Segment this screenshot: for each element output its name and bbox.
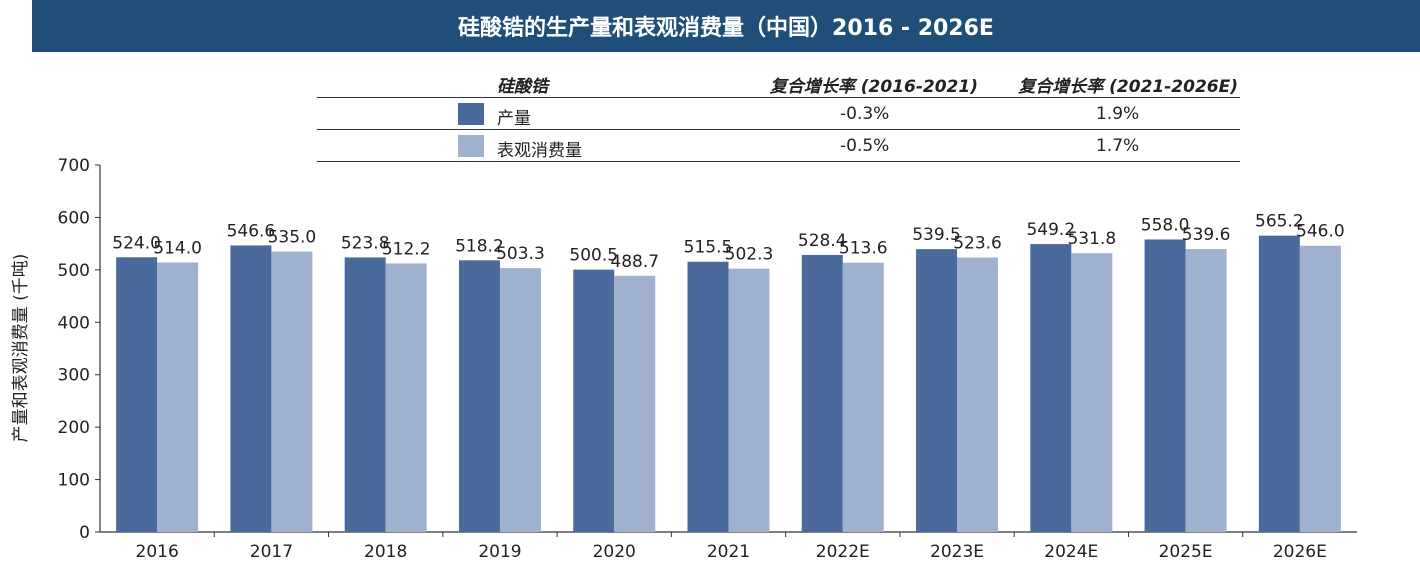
data-label-production: 523.8	[341, 233, 390, 253]
y-tick-label: 300	[58, 366, 90, 386]
legend-divider	[317, 97, 1240, 98]
legend-header-cagr2: 复合增长率 (2021-2026E)	[1018, 77, 1238, 97]
data-label-consumption: 513.6	[839, 239, 888, 259]
y-tick-label: 100	[58, 471, 90, 491]
data-label-production: 539.5	[912, 225, 961, 245]
data-label-consumption: 523.6	[953, 233, 1002, 253]
y-tick-label: 700	[58, 156, 90, 176]
bar-production	[687, 261, 729, 532]
y-tick-label: 500	[58, 261, 90, 281]
data-label-production: 549.2	[1026, 220, 1075, 240]
bar-consumption	[499, 268, 541, 532]
x-tick-label: 2018	[364, 542, 407, 562]
data-label-consumption: 546.0	[1296, 222, 1345, 242]
legend-swatch-production	[458, 103, 484, 125]
data-label-consumption: 502.3	[725, 245, 774, 265]
bar-consumption	[157, 262, 199, 532]
data-label-consumption: 512.2	[382, 239, 431, 259]
bar-consumption	[1071, 253, 1113, 532]
data-label-production: 524.0	[112, 233, 161, 253]
data-label-consumption: 514.0	[153, 239, 202, 259]
bar-consumption	[385, 263, 427, 532]
x-tick-label: 2024E	[1044, 542, 1098, 562]
data-label-consumption: 488.7	[610, 252, 659, 272]
bar-consumption	[728, 268, 770, 532]
legend-divider	[317, 161, 1240, 162]
bar-production	[801, 254, 843, 533]
legend-header-label: 硅酸锆	[497, 77, 548, 97]
bar-consumption	[271, 251, 313, 532]
bar-production	[344, 257, 386, 532]
x-tick-label: 2021	[707, 542, 750, 562]
data-label-production: 558.0	[1141, 215, 1190, 235]
y-tick-label: 600	[58, 208, 90, 228]
bar-production	[230, 245, 272, 533]
bar-consumption	[1299, 245, 1341, 533]
x-tick-label: 2026E	[1273, 542, 1327, 562]
data-label-production: 565.2	[1255, 212, 1304, 232]
bar-consumption	[842, 262, 884, 532]
bar-production	[573, 269, 615, 532]
data-label-production: 500.5	[569, 246, 618, 266]
legend-label-production: 产量	[497, 109, 531, 129]
data-label-consumption: 539.6	[1182, 225, 1231, 245]
y-tick-label: 0	[79, 523, 90, 543]
chart-title: 硅酸锆的生产量和表观消费量（中国）2016 - 2026E	[32, 0, 1420, 52]
data-label-consumption: 535.0	[268, 228, 317, 248]
x-tick-label: 2025E	[1159, 542, 1213, 562]
data-label-production: 546.6	[227, 221, 276, 241]
legend-cagr1-production: -0.3%	[840, 104, 890, 124]
legend-header-cagr1: 复合增长率 (2016-2021)	[769, 77, 978, 97]
x-tick-label: 2016	[136, 542, 179, 562]
legend-label-consumption: 表观消费量	[497, 141, 582, 161]
bar-consumption	[614, 275, 656, 532]
bar-production	[916, 249, 958, 532]
bar-production	[116, 257, 158, 532]
bar-production	[458, 260, 500, 532]
bar-consumption	[957, 257, 999, 532]
bar-production	[1030, 244, 1072, 532]
x-tick-label: 2020	[593, 542, 636, 562]
legend-divider	[317, 129, 1240, 130]
y-tick-label: 400	[58, 313, 90, 333]
bar-consumption	[1185, 249, 1227, 532]
data-label-production: 515.5	[684, 238, 733, 258]
y-tick-label: 200	[58, 418, 90, 438]
x-tick-label: 2023E	[930, 542, 984, 562]
bar-production	[1144, 239, 1186, 532]
data-label-consumption: 503.3	[496, 244, 545, 264]
legend-cagr2-consumption: 1.7%	[1096, 136, 1140, 156]
x-tick-label: 2017	[250, 542, 293, 562]
data-label-production: 518.2	[455, 236, 504, 256]
x-tick-label: 2019	[478, 542, 521, 562]
y-axis-label: 产量和表观消费量 (千吨)	[11, 254, 31, 443]
bar-production	[1258, 235, 1300, 533]
legend-cagr1-consumption: -0.5%	[840, 136, 890, 156]
data-label-production: 528.4	[798, 231, 847, 251]
data-label-consumption: 531.8	[1067, 229, 1116, 249]
legend-cagr2-production: 1.9%	[1096, 104, 1140, 124]
x-tick-label: 2022E	[816, 542, 870, 562]
legend-swatch-consumption	[458, 135, 484, 157]
